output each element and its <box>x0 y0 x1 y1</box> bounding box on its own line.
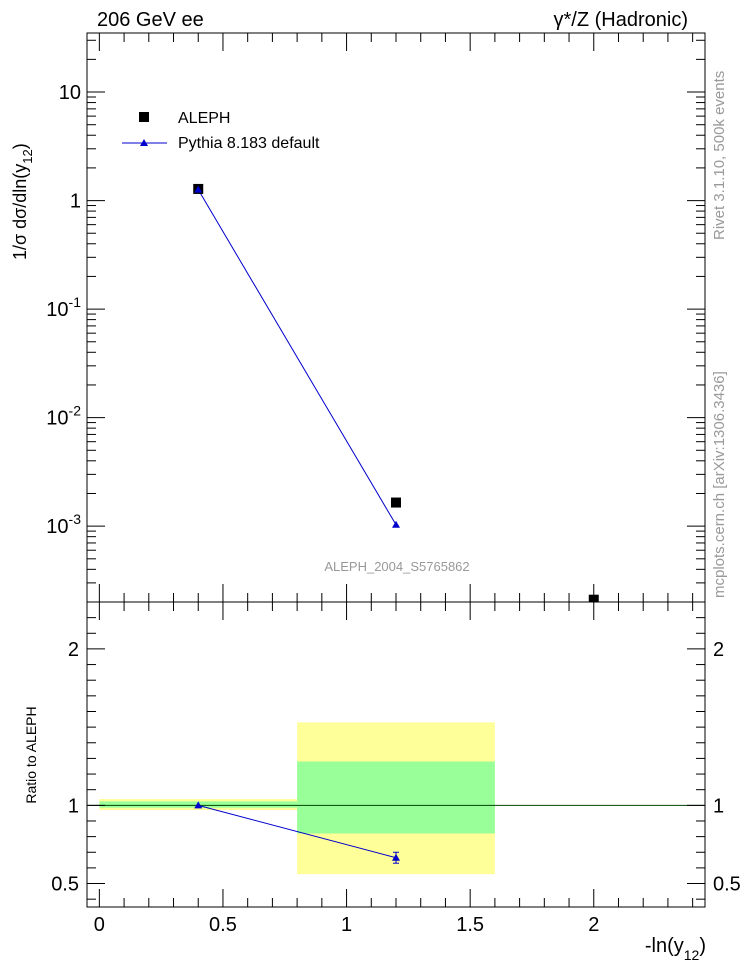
mcplots-label: mcplots.cern.ch [arXiv:1306.3436] <box>711 371 728 598</box>
main-series <box>193 183 599 602</box>
tick-exp: -3 <box>69 511 82 527</box>
main-y-tick-label: 10-1 <box>46 294 81 321</box>
legend: ALEPH Pythia 8.183 default <box>122 110 320 152</box>
legend-pythia-marker <box>140 139 148 146</box>
ratio-y-tick-label: 0.5 <box>51 874 79 896</box>
ratio-x-tick-label: 0 <box>94 914 105 936</box>
ratio-y-tick-label: 1 <box>68 795 79 817</box>
pythia-data-point <box>194 185 203 193</box>
header-left: 206 GeV ee <box>97 9 204 31</box>
pythia-line <box>197 189 397 526</box>
main-y-label-close: ) <box>10 143 30 149</box>
pythia-ratio-point <box>392 853 400 861</box>
ratio-y-tick-label-right: 1 <box>713 795 724 817</box>
ratio-y-tick-label: 2 <box>68 639 79 661</box>
ratio-panel: 0.5 0.5 1 1 2 2 0 0.5 1 1.5 2 Ratio to ALEPH -ln(… <box>23 601 741 963</box>
x-axis-label: -ln(y12) <box>645 935 706 963</box>
ratio-x-ticks: 0 0.5 1 1.5 2 <box>94 602 694 936</box>
tick-base: 10 <box>46 516 68 538</box>
tick-exp: -1 <box>69 294 82 310</box>
main-minor-ticks <box>87 39 705 603</box>
pythia-data-point <box>392 520 400 528</box>
ratio-y-tick-label-right: 0.5 <box>713 874 741 896</box>
ratio-y-ticks: 0.5 0.5 1 1 2 2 <box>51 617 741 900</box>
main-y-tick-label: 10-2 <box>46 403 81 430</box>
aleph-data-point <box>391 497 401 508</box>
ratio-y-tick-label-right: 2 <box>713 639 724 661</box>
pythia-ratio-line <box>198 804 397 859</box>
header-right: γ*/Z (Hadronic) <box>554 9 688 31</box>
main-x-ticks <box>98 33 694 602</box>
pythia-ratio-point <box>194 801 203 809</box>
ratio-x-tick-label: 1 <box>341 914 352 936</box>
legend-aleph-label: ALEPH <box>178 110 230 127</box>
rivet-label: Rivet 3.1.10, 500k events <box>711 71 728 240</box>
main-y-label-text: 1/σ dσ/dln(y <box>10 164 30 260</box>
analysis-id: ALEPH_2004_S5765862 <box>324 559 469 574</box>
tick-base: 10 <box>46 299 68 321</box>
main-y-label-sub: 12 <box>20 149 35 163</box>
main-y-label: 1/σ dσ/dln(y12) <box>10 143 35 260</box>
tick-exp: -2 <box>69 403 82 419</box>
ratio-series <box>194 801 400 864</box>
legend-pythia-label: Pythia 8.183 default <box>178 135 320 152</box>
ratio-x-tick-label: 1.5 <box>456 914 484 936</box>
main-y-tick-label: 1 <box>70 191 81 213</box>
ratio-x-tick-label: 0.5 <box>209 914 237 936</box>
main-y-tick-label: 10 <box>59 82 81 104</box>
stat-uncertainty-band <box>297 761 495 834</box>
ratio-x-tick-label: 2 <box>588 914 599 936</box>
ratio-bands <box>99 722 495 875</box>
legend-aleph-marker <box>139 112 149 122</box>
main-y-tick-label: 10-3 <box>46 511 81 538</box>
aleph-data-point <box>588 594 599 602</box>
ratio-y-label: Ratio to ALEPH <box>23 706 39 803</box>
tick-base: 10 <box>46 408 68 430</box>
